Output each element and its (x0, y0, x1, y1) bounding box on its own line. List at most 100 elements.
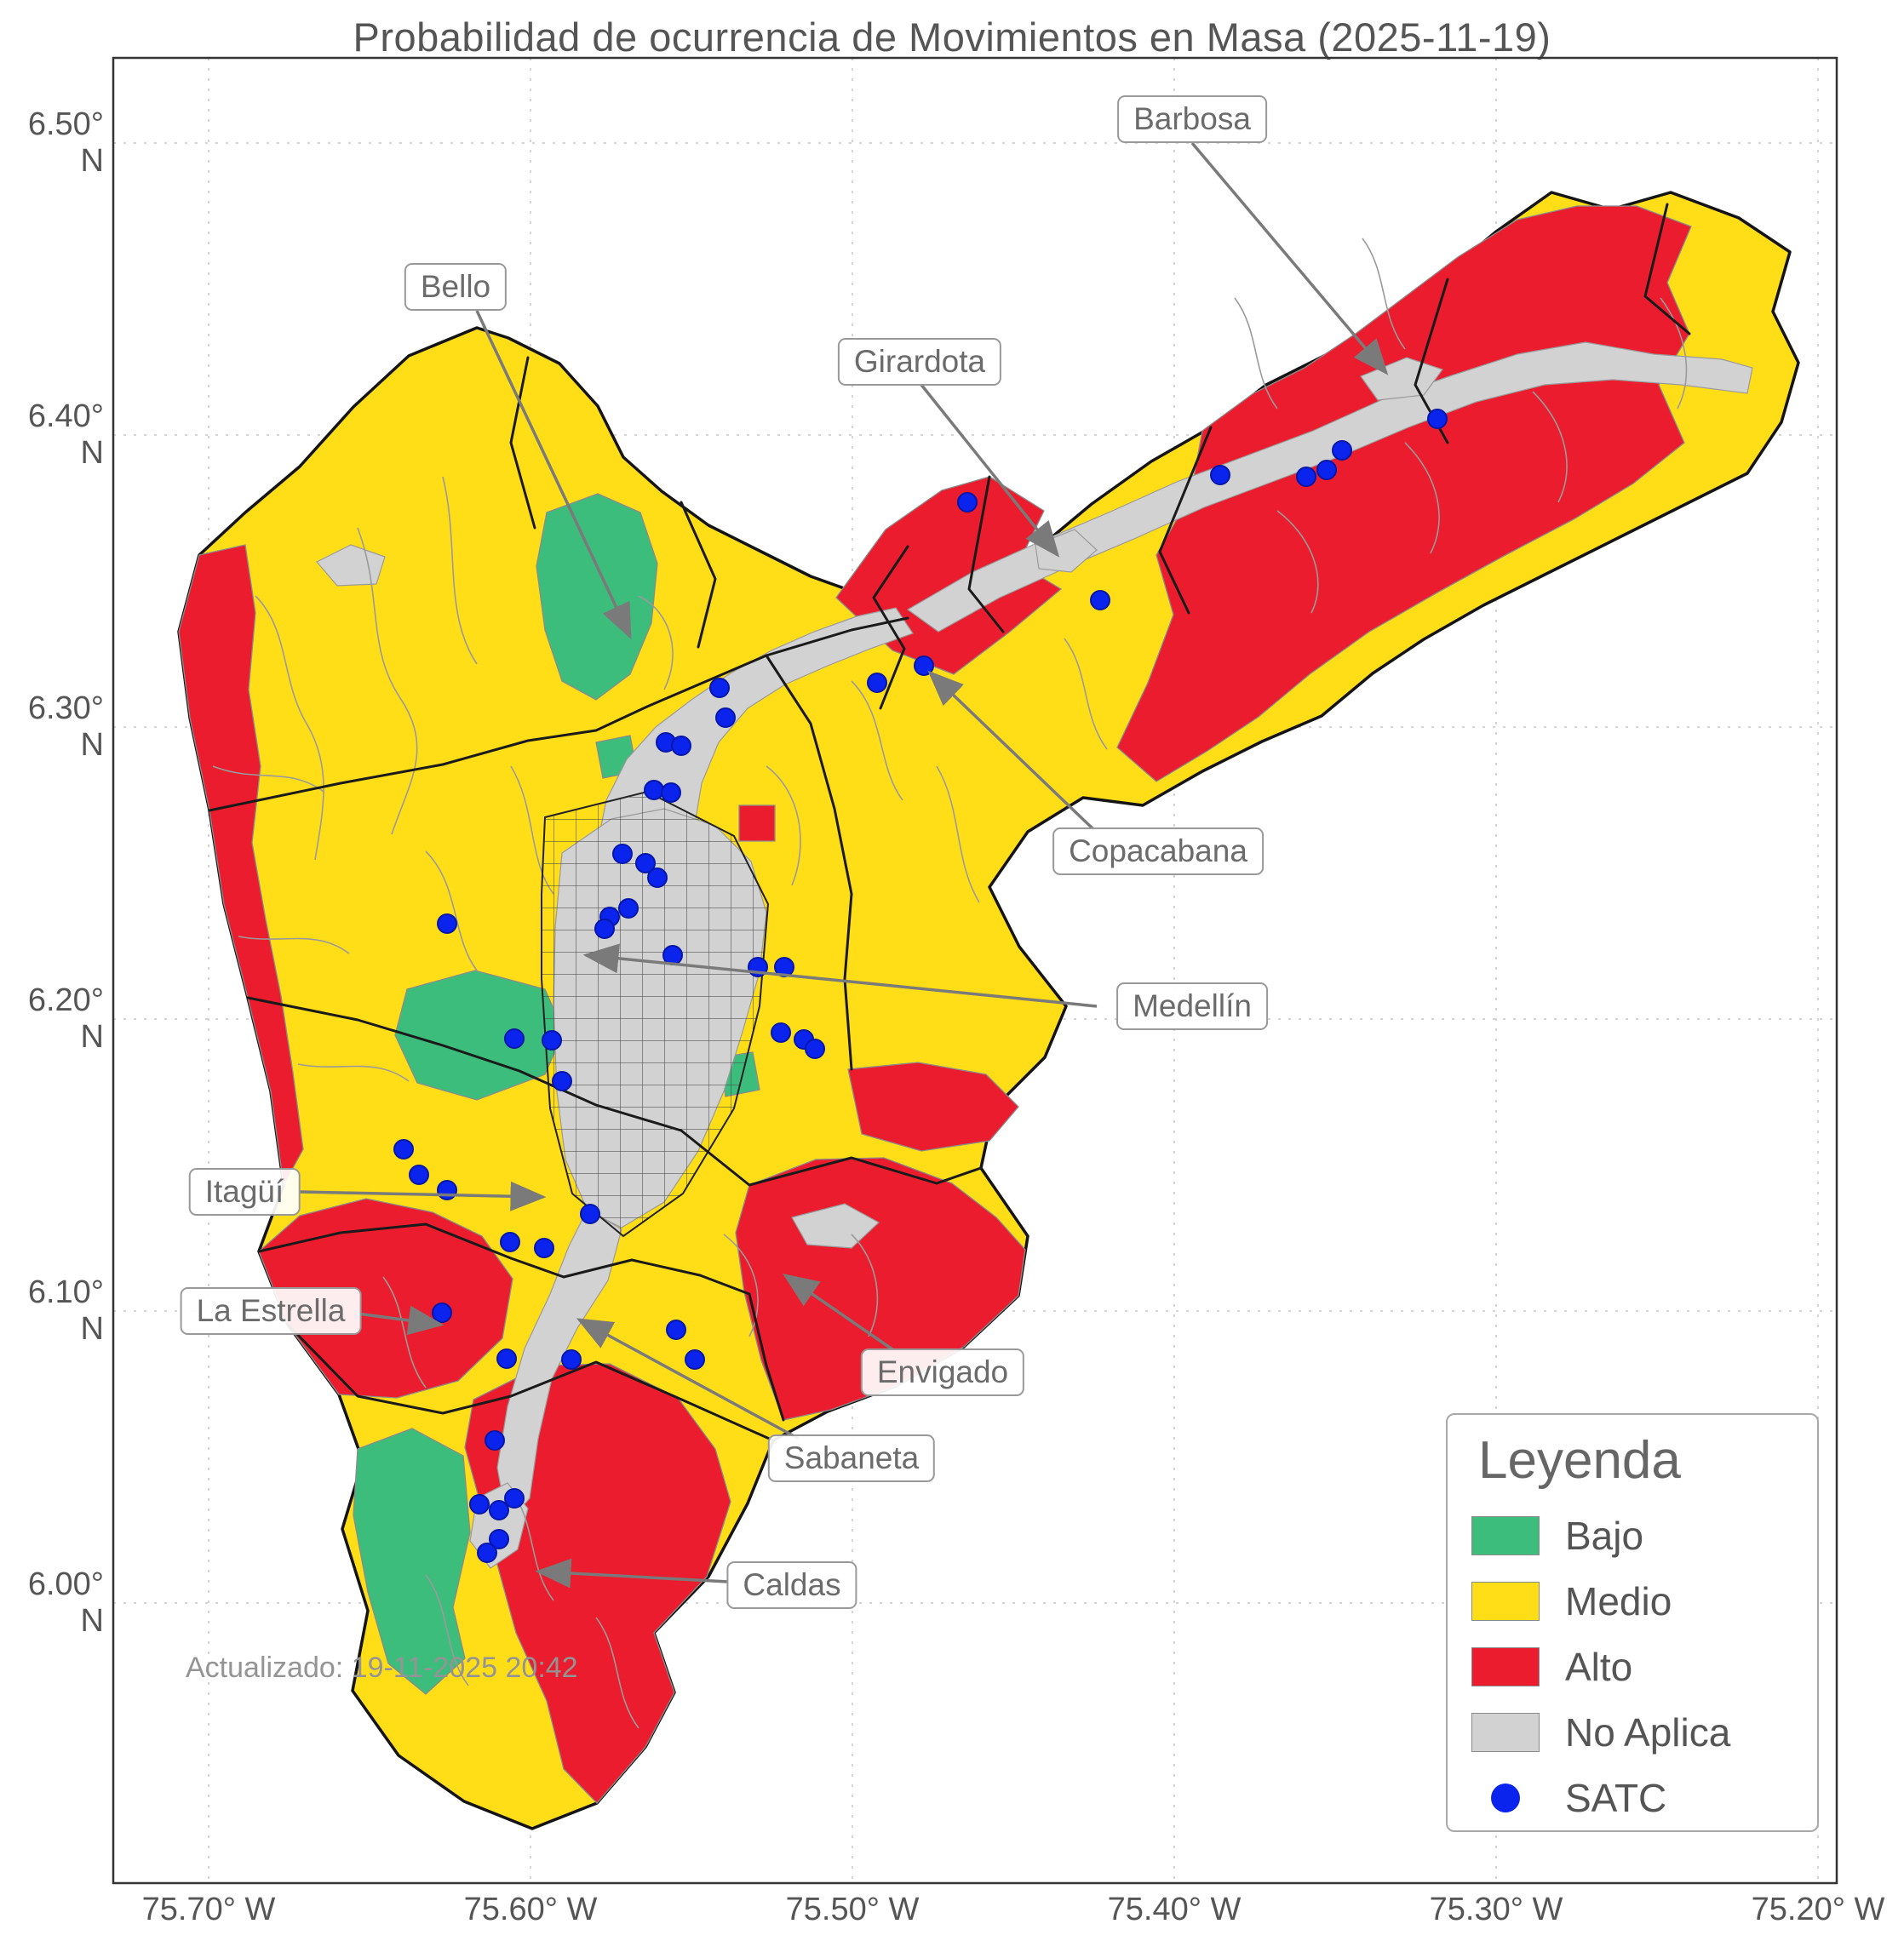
satc-dot (485, 1430, 505, 1451)
region-na-envigado-spot (791, 1203, 880, 1249)
satc-dot (594, 919, 615, 939)
satc-dot (504, 1028, 525, 1049)
satc-dot (1316, 460, 1337, 480)
satc-dot (469, 1494, 490, 1514)
callout-barbosa: Barbosa (1117, 95, 1267, 143)
legend-swatch-bajo (1471, 1515, 1540, 1555)
legend-swatch-no-aplica (1471, 1712, 1540, 1752)
satc-dot (409, 1165, 429, 1185)
satc-dot (715, 707, 736, 728)
callout-sabaneta: Sabaneta (767, 1434, 936, 1482)
satc-dot (635, 853, 656, 873)
satc-dot (957, 492, 978, 512)
region-na-arm-corridor (906, 341, 1753, 633)
legend-label: Alto (1565, 1644, 1633, 1689)
legend-label: SATC (1565, 1775, 1667, 1820)
legend-label: Bajo (1565, 1513, 1644, 1558)
y-tick-label: 6.20° N (27, 982, 104, 1055)
satc-dot (661, 782, 681, 803)
y-tick-label: 6.10° N (27, 1274, 104, 1347)
y-tick-label: 6.00° N (27, 1566, 104, 1639)
x-tick-label: 75.60° W (463, 1892, 598, 1927)
y-tick-label: 6.30° N (27, 690, 104, 763)
satc-dot (612, 844, 633, 864)
satc-dot (552, 1071, 572, 1091)
satc-dot (666, 1320, 686, 1340)
municipality-map (177, 191, 1800, 1830)
satc-dot (580, 1204, 600, 1224)
legend-swatch-alto (1471, 1646, 1540, 1686)
satc-dot (496, 1348, 517, 1369)
satc-dot (437, 1180, 457, 1200)
legend-swatch-medio (1471, 1581, 1540, 1621)
satc-dot (534, 1238, 554, 1258)
satc-dot (432, 1303, 452, 1323)
municipal-boundaries (208, 203, 1691, 1442)
region-bajo-bello (536, 493, 658, 701)
legend-item-alto: Alto (1471, 1634, 1793, 1699)
satc-dot (504, 1488, 525, 1509)
satc-dot (709, 678, 730, 698)
satc-dot (437, 913, 457, 934)
y-tick-label: 6.50° N (27, 106, 104, 179)
legend-item-satc: SATC (1471, 1765, 1793, 1830)
callout-envigado: Envigado (860, 1348, 1025, 1396)
satc-dot (489, 1529, 509, 1549)
legend-item-no-aplica: No Aplica (1471, 1699, 1793, 1765)
updated-timestamp: Actualizado: 19-11-2025 20:42 (186, 1652, 578, 1684)
x-tick-label: 75.70° W (141, 1892, 276, 1927)
legend-title: Leyenda (1478, 1431, 1681, 1490)
satc-stations (393, 409, 1448, 1563)
satc-dot (914, 656, 934, 676)
satc-dot (500, 1232, 520, 1252)
region-alto-la-estrella (258, 1198, 513, 1399)
callout-la-estrella: La Estrella (180, 1287, 362, 1335)
satc-dot (618, 898, 639, 919)
callout-girardota: Girardota (837, 338, 1002, 386)
callout-copacabana: Copacabana (1052, 827, 1264, 875)
satc-dot (489, 1500, 509, 1520)
legend: Leyenda Bajo Medio Alto No Aplica SATC (1446, 1413, 1819, 1832)
x-tick-label: 75.20° W (1751, 1892, 1885, 1927)
x-tick-label: 75.40° W (1107, 1892, 1242, 1927)
callout-caldas: Caldas (726, 1561, 857, 1609)
x-tick-label: 75.50° W (785, 1892, 920, 1927)
satc-dot (1210, 465, 1230, 485)
satc-dot (1427, 409, 1448, 429)
callout-medellin: Medellín (1116, 982, 1268, 1030)
region-bajo-west-central (394, 970, 565, 1101)
satc-dot (805, 1039, 825, 1059)
satc-dot (1090, 590, 1110, 610)
figure-title: Probabilidad de ocurrencia de Movimiento… (353, 14, 1551, 60)
satc-dot (561, 1349, 582, 1370)
urban-grid (541, 790, 770, 1238)
region-alto-small-ne-medellin (738, 804, 776, 842)
satc-dot (393, 1139, 414, 1159)
satc-dot (1296, 467, 1316, 487)
legend-dot-satc (1491, 1783, 1520, 1812)
y-tick-label: 6.40° N (27, 398, 104, 471)
callout-arrows (299, 141, 1389, 1589)
callout-itagui: Itagüí (188, 1168, 301, 1216)
satc-dot (867, 673, 887, 693)
satc-dot (685, 1349, 705, 1370)
satc-dot (477, 1543, 497, 1563)
satc-dot (542, 1030, 562, 1051)
x-tick-label: 75.30° W (1429, 1892, 1563, 1927)
plot-frame (112, 56, 1838, 1885)
satc-dot (671, 736, 691, 756)
callout-bello: Bello (404, 263, 508, 311)
region-alto-west-strip (178, 544, 304, 1188)
region-alto-envigado-north (847, 1062, 1019, 1152)
region-bajo-caldas-west (353, 1428, 471, 1695)
region-na-northwest-spot (316, 544, 386, 587)
legend-label: Medio (1565, 1578, 1672, 1623)
legend-label: No Aplica (1565, 1709, 1731, 1755)
legend-item-medio: Medio (1471, 1568, 1793, 1634)
satc-dot (771, 1022, 791, 1043)
satc-dot (647, 867, 668, 888)
legend-item-bajo: Bajo (1471, 1503, 1793, 1568)
satc-dot (1332, 440, 1352, 461)
satc-dot (644, 780, 664, 800)
